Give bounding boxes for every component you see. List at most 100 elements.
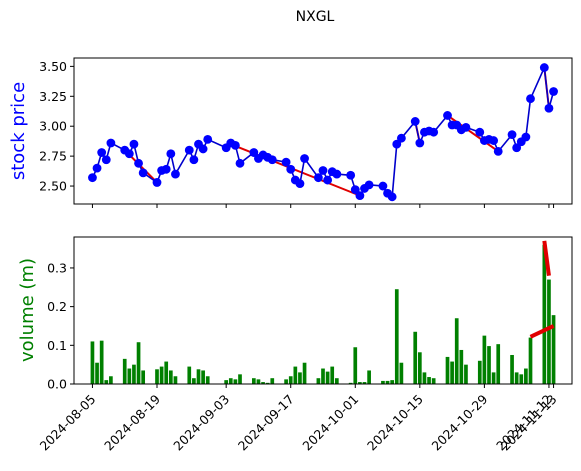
price-point [323,176,332,185]
volume-bar [335,378,339,384]
price-point [139,168,148,177]
price-point [443,111,452,120]
price-point [93,164,102,173]
volume-bar [367,370,371,384]
volume-bar [95,363,99,384]
volume-bar [137,342,141,384]
volume-bar [100,341,104,384]
price-point [166,149,175,158]
price-point [134,159,143,168]
price-point [185,146,194,155]
volume-bar [187,367,191,384]
volume-bar [289,376,293,384]
price-y-tick-label: 3.25 [39,89,67,104]
volume-bar [141,370,145,384]
price-point [415,139,424,148]
price-point [494,147,503,156]
volume-bar [446,357,450,384]
volume-bar [353,347,357,384]
volume-bar [123,359,127,384]
price-point [508,130,517,139]
volume-bar [321,369,325,384]
price-y-axis-label: stock price [8,82,29,180]
volume-bar [284,379,288,384]
volume-bar [418,352,422,384]
volume-bar [519,374,523,384]
price-point [540,63,549,72]
price-point [521,133,530,142]
price-point [130,140,139,149]
price-point [102,155,111,164]
price-point [203,135,212,144]
volume-bar [132,365,136,384]
volume-bar [524,369,528,384]
volume-bar [529,338,533,384]
volume-bar [169,370,173,384]
volume-bar [174,376,178,384]
volume-bar [496,344,500,384]
volume-bar [427,377,431,384]
volume-bar [423,372,427,384]
volume-bar [298,372,302,384]
price-y-tick-label: 3.00 [39,119,67,134]
price-point [153,178,162,187]
volume-bar [164,362,168,384]
price-point [429,128,438,137]
price-point [296,179,305,188]
volume-bar [459,350,463,384]
price-point [286,165,295,174]
volume-bar [326,372,330,384]
price-y-tick-label: 3.50 [39,59,67,74]
price-point [162,165,171,174]
volume-y-tick-label: 0.0 [47,377,67,392]
volume-bar [303,363,307,384]
volume-bar [547,280,551,384]
price-point [526,94,535,103]
volume-bar [197,369,201,384]
price-point [462,123,471,132]
volume-bar [492,372,496,384]
volume-bar [450,362,454,384]
volume-bar [206,376,210,384]
price-point [189,155,198,164]
volume-bar [293,367,297,384]
volume-y-tick-label: 0.2 [47,299,67,314]
volume-bar [413,332,417,384]
price-point [231,141,240,150]
volume-bar [478,361,482,384]
price-point [346,171,355,180]
volume-bar [432,378,436,384]
volume-bar [109,376,113,384]
volume-bar [104,380,108,384]
volume-bar [464,365,468,384]
price-point [545,104,554,113]
volume-bar [224,380,228,384]
volume-bar [317,378,321,384]
price-point [489,136,498,145]
volume-bar [238,374,242,384]
volume-bar [127,369,131,384]
price-y-tick-label: 2.50 [39,179,67,194]
volume-bar [155,369,159,384]
volume-bar [160,367,164,384]
volume-y-tick-label: 0.3 [47,260,67,275]
volume-bar [515,372,519,384]
volume-y-tick-label: 0.1 [47,338,67,353]
price-point [268,155,277,164]
volume-bar [330,367,334,384]
volume-bar [192,378,196,384]
volume-bar [270,378,274,384]
price-point [125,149,134,158]
price-point [199,145,208,154]
volume-bar [390,380,394,384]
price-point [475,128,484,137]
price-point [388,192,397,201]
price-point [332,170,341,179]
volume-bar [257,379,261,384]
volume-bar [252,378,256,384]
volume-bar [201,370,205,384]
volume-bar [483,336,487,384]
volume-bar [455,318,459,384]
chart-title: NXGL [296,9,335,25]
